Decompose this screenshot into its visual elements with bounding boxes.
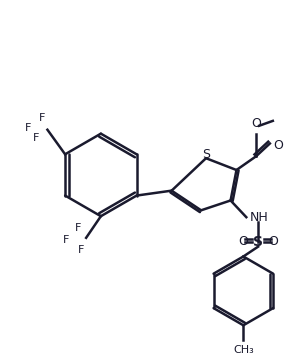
Text: F: F (32, 132, 39, 143)
Text: O: O (273, 139, 283, 152)
Text: F: F (75, 223, 81, 233)
Text: S: S (202, 148, 210, 161)
Text: O: O (268, 235, 278, 248)
Text: F: F (25, 123, 31, 133)
Text: NH: NH (249, 211, 268, 224)
Text: F: F (63, 235, 70, 245)
Text: O: O (238, 235, 248, 248)
Text: S: S (253, 235, 263, 249)
Text: CH₃: CH₃ (233, 345, 254, 355)
Text: O: O (251, 117, 261, 130)
Text: F: F (39, 113, 46, 123)
Text: F: F (78, 245, 84, 255)
